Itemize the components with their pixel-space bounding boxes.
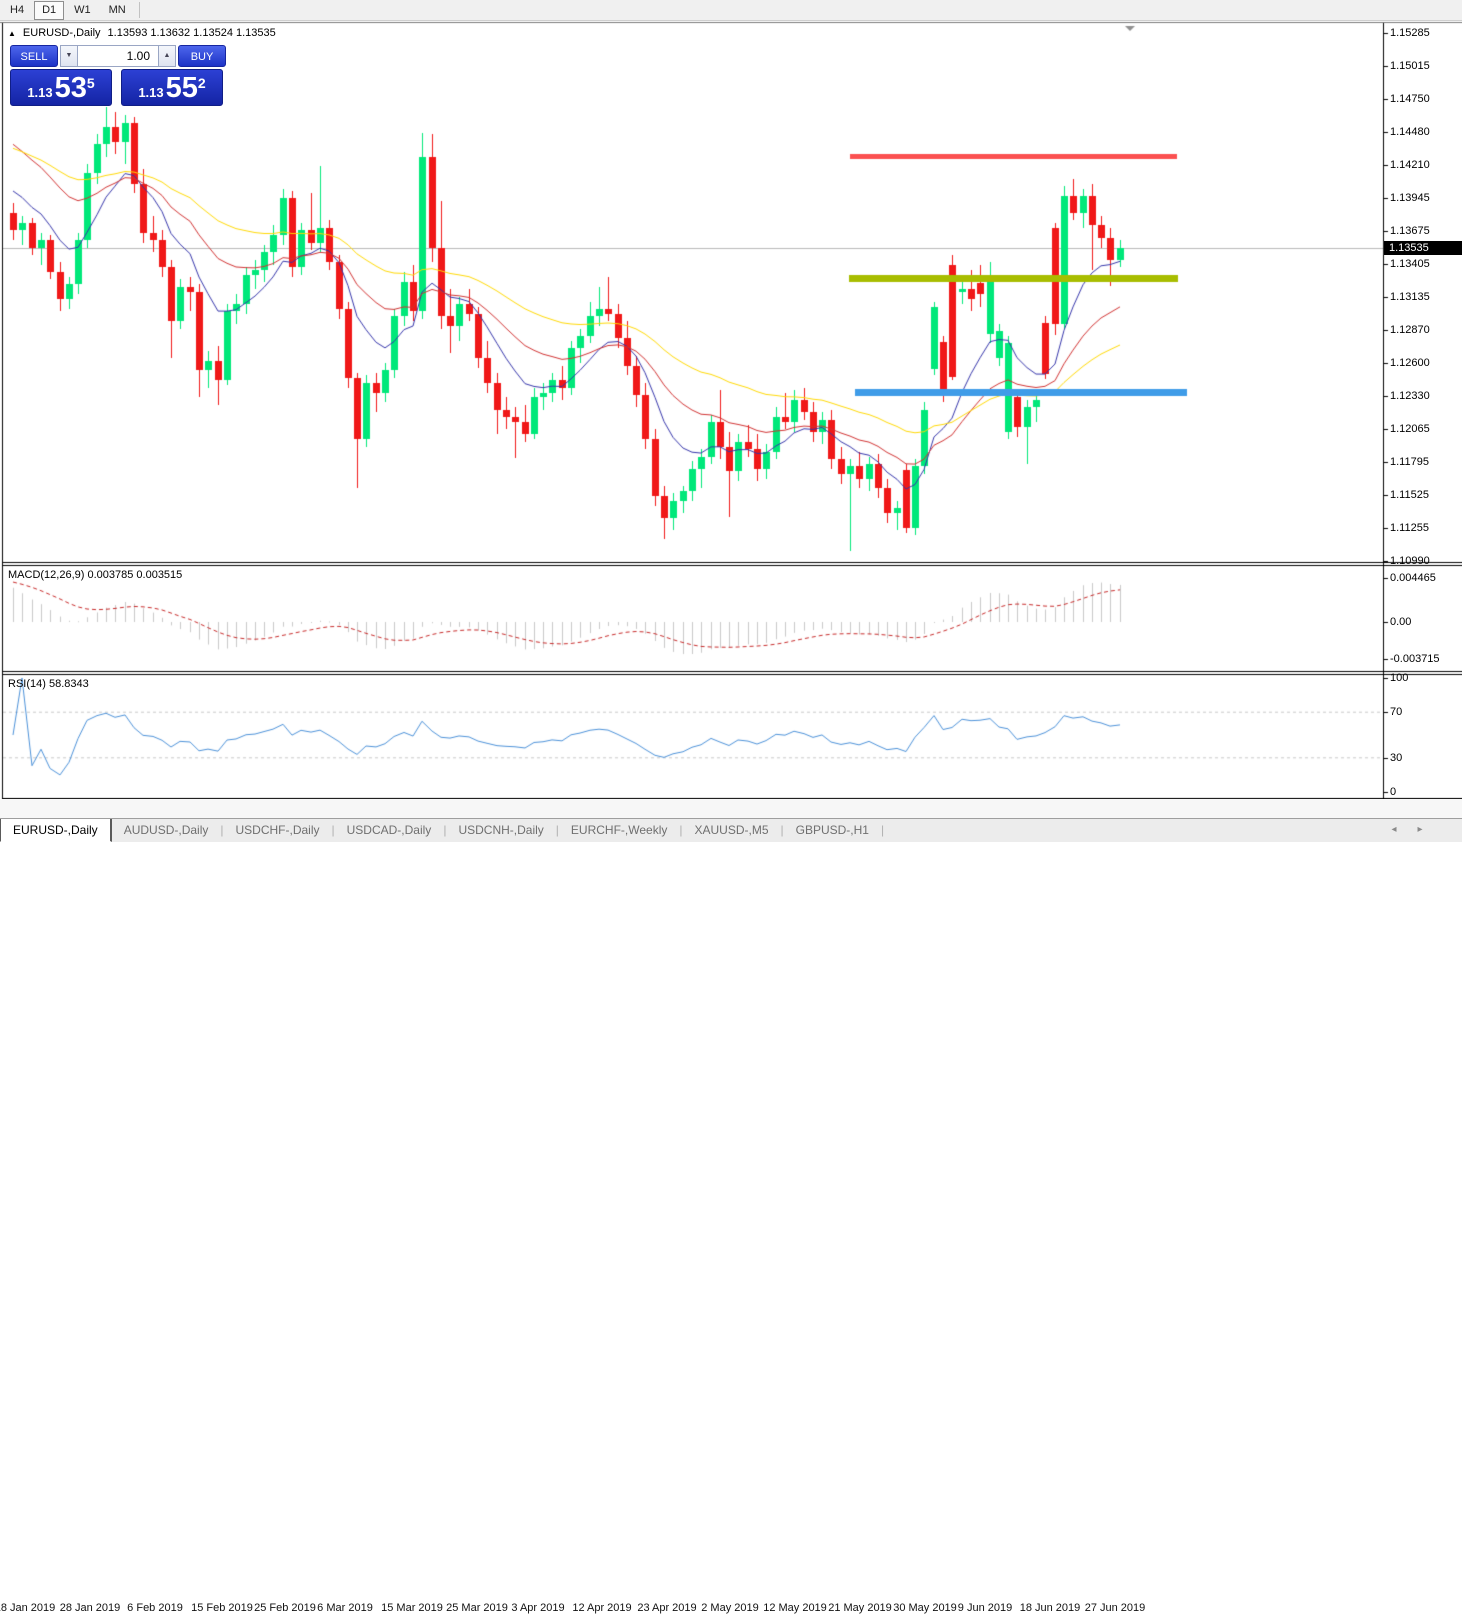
- macd-tick: 0.00: [1390, 616, 1412, 628]
- price-tick: 1.11525: [1390, 489, 1429, 501]
- date-label: 25 Mar 2019: [446, 1602, 508, 1614]
- sell-price-sup: 5: [86, 75, 95, 91]
- tab-eurchf-weekly[interactable]: EURCHF-,Weekly: [570, 823, 668, 837]
- date-label: 15 Feb 2019: [191, 1602, 253, 1614]
- tab-separator: |: [780, 823, 784, 837]
- sell-quote-box[interactable]: 1.13 53 5: [10, 69, 112, 106]
- timeframe-button-mn[interactable]: MN: [108, 3, 126, 16]
- date-label: 2 May 2019: [701, 1602, 759, 1614]
- volume-increase-button[interactable]: ▲: [158, 45, 176, 67]
- macd-indicator-label: MACD(12,26,9) 0.003785 0.003515: [8, 569, 183, 581]
- one-click-trade-panel: SELL ▼ 1.00 ▲ BUY 1.13 53 5 1.13 55 2: [10, 45, 226, 106]
- timeframe-button-d1[interactable]: D1: [34, 0, 65, 20]
- macd-tick: -0.003715: [1390, 653, 1440, 665]
- price-tick: 1.12600: [1390, 357, 1430, 369]
- timeframe-button-w1[interactable]: W1: [74, 3, 91, 16]
- sell-price-big: 53: [54, 72, 87, 104]
- tab-separator: |: [679, 823, 683, 837]
- price-tick: 1.13945: [1390, 192, 1430, 204]
- buy-price-prefix: 1.13: [138, 85, 164, 100]
- rsi-indicator-label: RSI(14) 58.8343: [8, 678, 89, 690]
- tab-xauusd-m5[interactable]: XAUUSD-,M5: [694, 823, 769, 837]
- date-label: 23 Apr 2019: [637, 1602, 697, 1614]
- date-label: 30 May 2019: [893, 1602, 957, 1614]
- toolbar-divider: [138, 2, 140, 18]
- collapse-arrow-icon[interactable]: ▲: [8, 28, 16, 38]
- rsi-tick: 100: [1390, 672, 1409, 684]
- ohlc-values: 1.13593 1.13632 1.13524 1.13535: [107, 27, 276, 39]
- price-tick: 1.12330: [1390, 390, 1430, 402]
- tab-separator: |: [880, 823, 885, 837]
- date-axis[interactable]: 18 Jan 2019 28 Jan 2019 6 Feb 2019 15 Feb 2…: [0, 799, 1462, 1614]
- price-tick: 1.11795: [1390, 456, 1429, 468]
- chart-tab-bar: EURUSD-,Daily AUDUSD-,Daily | USDCHF-,Daily…: [0, 818, 1462, 842]
- price-tick: 1.13135: [1390, 291, 1430, 303]
- date-label: 12 Apr 2019: [572, 1602, 632, 1614]
- date-label: 27 Jun 2019: [1084, 1602, 1146, 1614]
- tab-usdcnh-daily[interactable]: USDCNH-,Daily: [458, 823, 544, 837]
- date-label: 6 Mar 2019: [317, 1602, 373, 1614]
- date-label: 25 Feb 2019: [254, 1602, 316, 1614]
- date-label: 12 May 2019: [763, 1602, 827, 1614]
- tab-separator: |: [220, 823, 224, 837]
- buy-price-big: 55: [165, 72, 198, 104]
- tab-separator: |: [443, 823, 447, 837]
- timeframe-button-h4[interactable]: H4: [10, 3, 25, 16]
- sell-button[interactable]: SELL: [10, 45, 58, 67]
- price-tick: 1.10990: [1390, 555, 1430, 567]
- tab-eurusd-daily[interactable]: EURUSD-,Daily: [0, 819, 112, 842]
- buy-button[interactable]: BUY: [178, 45, 226, 67]
- volume-stepper: ▼ 1.00 ▲: [60, 45, 176, 67]
- buy-price-sup: 2: [197, 75, 206, 91]
- buy-quote-box[interactable]: 1.13 55 2: [121, 69, 223, 106]
- price-tick: 1.12870: [1390, 324, 1430, 336]
- date-label: 15 Mar 2019: [381, 1602, 443, 1614]
- price-tick: 1.15015: [1390, 60, 1430, 72]
- rsi-tick: 0: [1390, 786, 1397, 798]
- tab-scroll-right-icon[interactable]: ▸: [1417, 824, 1423, 835]
- price-tick: 1.14480: [1390, 126, 1430, 138]
- date-label: 9 Jun 2019: [957, 1602, 1013, 1614]
- tab-gbpusd-h1[interactable]: GBPUSD-,H1: [795, 823, 869, 837]
- timeframe-toolbar: H4 D1 W1 MN: [0, 0, 1462, 21]
- date-label: 21 May 2019: [828, 1602, 892, 1614]
- price-tick: 1.13405: [1390, 258, 1430, 270]
- date-label: 6 Feb 2019: [127, 1602, 183, 1614]
- price-tick: 1.11255: [1390, 522, 1429, 534]
- tab-audusd-daily[interactable]: AUDUSD-,Daily: [123, 823, 209, 837]
- price-tick: 1.14210: [1390, 159, 1430, 171]
- volume-decrease-button[interactable]: ▼: [60, 45, 78, 67]
- rsi-tick: 30: [1390, 751, 1403, 764]
- date-label: 3 Apr 2019: [511, 1602, 565, 1614]
- tab-usdchf-daily[interactable]: USDCHF-,Daily: [235, 823, 320, 837]
- macd-tick: 0.004465: [1390, 572, 1436, 584]
- price-tick: 1.14750: [1390, 93, 1430, 105]
- chart-title: EURUSD-,Daily: [22, 27, 101, 39]
- current-price-badge: 1.13535: [1384, 241, 1462, 255]
- tab-separator: |: [331, 823, 335, 837]
- tab-scroll-left-icon[interactable]: ◂: [1391, 824, 1397, 835]
- sell-price-prefix: 1.13: [27, 85, 53, 100]
- price-tick: 1.12065: [1390, 423, 1430, 435]
- tab-usdcad-daily[interactable]: USDCAD-,Daily: [346, 823, 432, 837]
- date-label: 18 Jun 2019: [1019, 1602, 1081, 1614]
- date-label: 28 Jan 2019: [59, 1602, 121, 1614]
- price-tick: 1.15285: [1390, 27, 1430, 39]
- volume-input[interactable]: 1.00: [78, 45, 158, 67]
- price-chart-canvas[interactable]: [0, 0, 1462, 842]
- date-label: 18 Jan 2019: [0, 1602, 56, 1614]
- chart-header: ▲ EURUSD-,Daily 1.13593 1.13632 1.13524 …: [8, 27, 276, 39]
- rsi-tick: 70: [1390, 706, 1403, 719]
- tab-separator: |: [555, 823, 559, 837]
- price-tick: 1.13675: [1390, 225, 1430, 237]
